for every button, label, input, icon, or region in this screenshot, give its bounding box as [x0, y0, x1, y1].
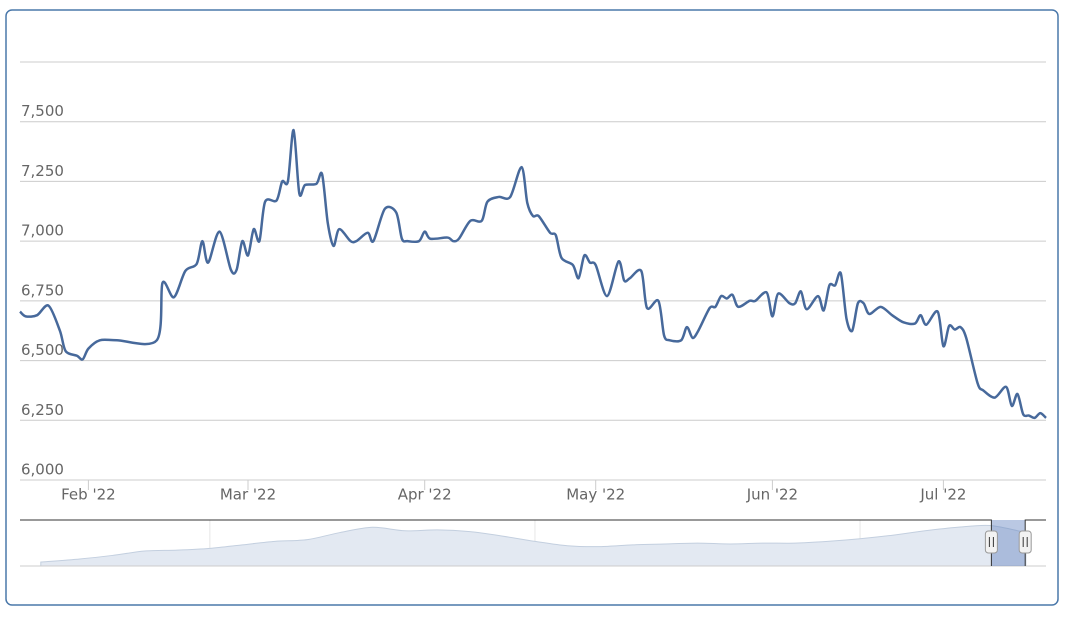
y-tick-label: 7,000 [21, 222, 64, 240]
x-tick-label: Apr '22 [398, 486, 452, 504]
price-line [19, 128, 1047, 420]
frame [5, 9, 1059, 606]
navigator-area [40, 524, 1027, 567]
y-tick-label: 6,000 [21, 461, 64, 479]
y-tick-label: 7,500 [21, 102, 64, 120]
x-tick-label: Jul '22 [919, 486, 966, 504]
y-tick-label: 6,250 [21, 401, 64, 419]
y-tick-label: 7,250 [21, 162, 64, 180]
y-tick-label: 6,750 [21, 281, 64, 299]
x-tick-label: May '22 [566, 486, 625, 504]
navigator-handle [984, 530, 998, 554]
x-tick-label: Jun '22 [746, 486, 798, 504]
x-tick-label: Mar '22 [220, 486, 276, 504]
y-tick-label: 6,500 [21, 341, 64, 359]
navigator-handle [1018, 530, 1032, 554]
x-tick-label: Feb '22 [61, 486, 116, 504]
